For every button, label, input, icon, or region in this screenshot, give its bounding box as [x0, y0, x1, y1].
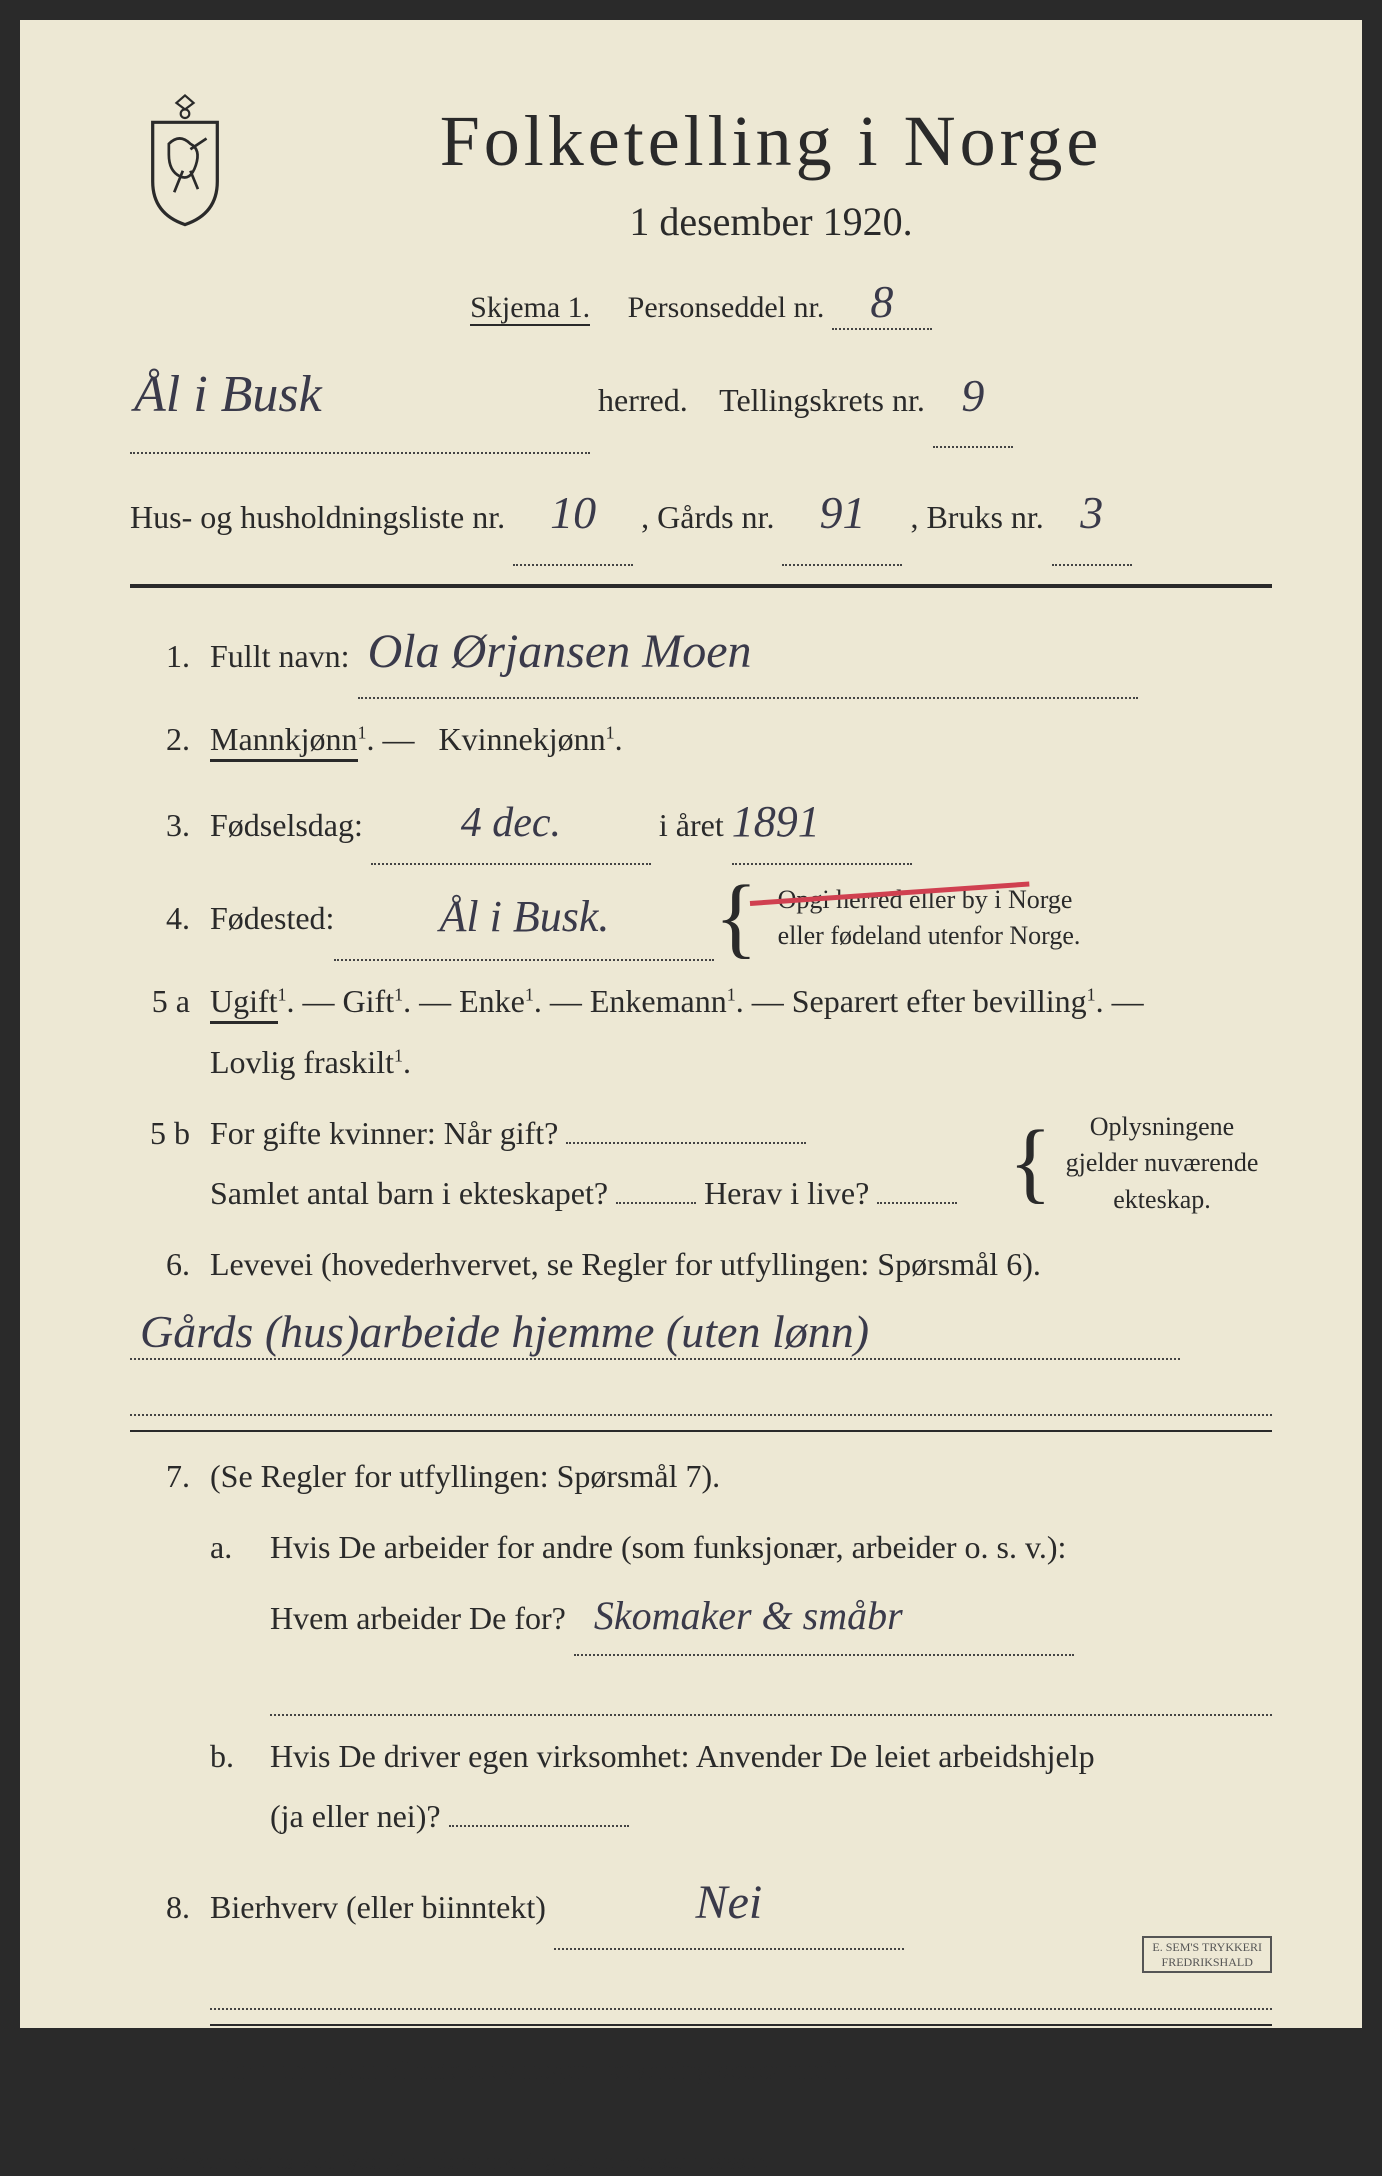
brace-icon: { — [714, 891, 757, 945]
footnote-num: 1 — [130, 2144, 139, 2164]
printer-stamp: E. SEM'S TRYKKERI FREDRIKSHALD — [1142, 1936, 1272, 1973]
divider — [130, 1430, 1272, 1432]
q7b-label: b. — [210, 1726, 250, 1787]
q4-value: Ål i Busk. — [334, 875, 714, 961]
q5a-fraskilt: Lovlig fraskilt — [210, 1044, 394, 1080]
q7a-text2: Hvem arbeider De for? — [270, 1600, 566, 1636]
blank-line — [270, 1666, 1272, 1716]
q7b-text1: Hvis De driver egen virksomhet: Anvender… — [270, 1738, 1095, 1774]
q7b-text2: (ja eller nei)? — [270, 1798, 441, 1834]
q5b: 5 b For gifte kvinner: Når gift? Samlet … — [130, 1103, 1272, 1225]
coat-of-arms-icon — [130, 90, 240, 230]
q5a: 5 a Ugift1. — Gift1. — Enke1. — Enkemann… — [130, 971, 1272, 1093]
q7a-label: a. — [210, 1517, 250, 1578]
q7: 7. (Se Regler for utfyllingen: Spørsmål … — [130, 1446, 1272, 1507]
bottom-note: Har man ingen biinntekt av nogen betydni… — [210, 2040, 1272, 2102]
q5a-ugift: Ugift — [210, 983, 278, 1024]
title-block: Folketelling i Norge 1 desember 1920. — [270, 90, 1272, 245]
q1-value: Ola Ørjansen Moen — [358, 606, 1138, 699]
q4-label: Fødested: — [210, 888, 334, 949]
q4: 4. Fødested: Ål i Busk. { Opgi herred el… — [130, 875, 1272, 961]
q1: 1. Fullt navn: Ola Ørjansen Moen — [130, 606, 1272, 699]
herred-label: herred. — [598, 382, 688, 418]
q6: 6. Levevei (hovederhvervet, se Regler fo… — [130, 1234, 1272, 1295]
q3: 3. Fødselsdag: 4 dec. i året 1891 — [130, 780, 1272, 866]
q3-day: 4 dec. — [371, 784, 651, 866]
q6-num: 6. — [130, 1234, 190, 1295]
subtitle: 1 desember 1920. — [270, 198, 1272, 245]
q8: 8. Bierhverv (eller biinntekt) Nei — [130, 1857, 1272, 1950]
q7b: b. Hvis De driver egen virksomhet: Anven… — [210, 1726, 1272, 1848]
skjema-line: Skjema 1. Personseddel nr. 8 — [130, 275, 1272, 330]
personseddel-label: Personseddel nr. — [628, 291, 825, 324]
herred-value: Ål i Busk — [130, 338, 590, 454]
gards-label: , Gårds nr. — [641, 499, 774, 535]
q5b-label2: Samlet antal barn i ekteskapet? — [210, 1175, 608, 1211]
q5b-label3: Herav i live? — [704, 1175, 869, 1211]
tellingskrets-label: Tellingskrets nr. — [719, 382, 925, 418]
divider — [130, 584, 1272, 588]
blank-line — [210, 1960, 1272, 2010]
q7a-value: Skomaker & småbr — [574, 1578, 1074, 1656]
q3-num: 3. — [130, 795, 190, 856]
q4-num: 4. — [130, 888, 190, 949]
census-form-page: Folketelling i Norge 1 desember 1920. Sk… — [20, 20, 1362, 2028]
q5a-gift: Gift — [343, 983, 395, 1019]
herred-line: Ål i Busk herred. Tellingskrets nr. 9 — [130, 338, 1272, 454]
q8-num: 8. — [130, 1877, 190, 1938]
q5a-separert: Separert efter bevilling — [792, 983, 1087, 1019]
q8-value: Nei — [554, 1857, 904, 1950]
q7a-text1: Hvis De arbeider for andre (som funksjon… — [270, 1529, 1066, 1565]
q5a-enkemann: Enkemann — [590, 983, 727, 1019]
bruks-nr: 3 — [1052, 462, 1132, 565]
footnote-text: Her kan svares ved tydelig understreknin… — [151, 2149, 769, 2175]
husliste-line: Hus- og husholdningsliste nr. 10 , Gårds… — [130, 462, 1272, 565]
q8-label: Bierhverv (eller biinntekt) — [210, 1889, 546, 1925]
q2-num: 2. — [130, 709, 190, 770]
bruks-label: , Bruks nr. — [910, 499, 1043, 535]
q1-label: Fullt navn: — [210, 638, 350, 674]
q7-label: (Se Regler for utfyllingen: Spørsmål 7). — [210, 1458, 720, 1494]
q7-num: 7. — [130, 1446, 190, 1507]
footnote: 1 Her kan svares ved tydelig understrekn… — [130, 2144, 1272, 2176]
divider — [210, 2024, 1272, 2026]
q5b-label1: For gifte kvinner: Når gift? — [210, 1115, 558, 1151]
q5b-note: Oplysningene gjelder nuværende ekteskap. — [1052, 1109, 1272, 1218]
main-title: Folketelling i Norge — [270, 100, 1272, 183]
header: Folketelling i Norge 1 desember 1920. — [130, 90, 1272, 245]
tellingskrets-nr: 9 — [933, 345, 1013, 448]
husliste-label: Hus- og husholdningsliste nr. — [130, 499, 505, 535]
q3-label: Fødselsdag: — [210, 807, 363, 843]
q6-value: Gårds (hus)arbeide hjemme (uten lønn) — [130, 1305, 1180, 1360]
q5b-num: 5 b — [130, 1103, 190, 1164]
footnote-rule — [130, 2132, 250, 2134]
q5a-num: 5 a — [130, 971, 190, 1032]
skjema-label: Skjema 1. — [470, 291, 590, 326]
q1-num: 1. — [130, 626, 190, 687]
q2-mann: Mannkjønn — [210, 721, 358, 762]
q2: 2. Mannkjønn1. — Kvinnekjønn1. — [130, 709, 1272, 770]
q7a: a. Hvis De arbeider for andre (som funks… — [210, 1517, 1272, 1656]
q3-year-label: i året — [659, 807, 724, 843]
personseddel-nr: 8 — [832, 275, 932, 330]
q3-year: 1891 — [732, 780, 912, 866]
q5a-enke: Enke — [459, 983, 525, 1019]
q2-kvinne: Kvinnekjønn — [439, 721, 606, 757]
husliste-nr: 10 — [513, 462, 633, 565]
q6-answer-line: Gårds (hus)arbeide hjemme (uten lønn) — [130, 1305, 1272, 1360]
brace-icon: { — [1009, 1136, 1052, 1190]
blank-line — [130, 1366, 1272, 1416]
q6-label: Levevei (hovederhvervet, se Regler for u… — [210, 1246, 1041, 1282]
gards-nr: 91 — [782, 462, 902, 565]
